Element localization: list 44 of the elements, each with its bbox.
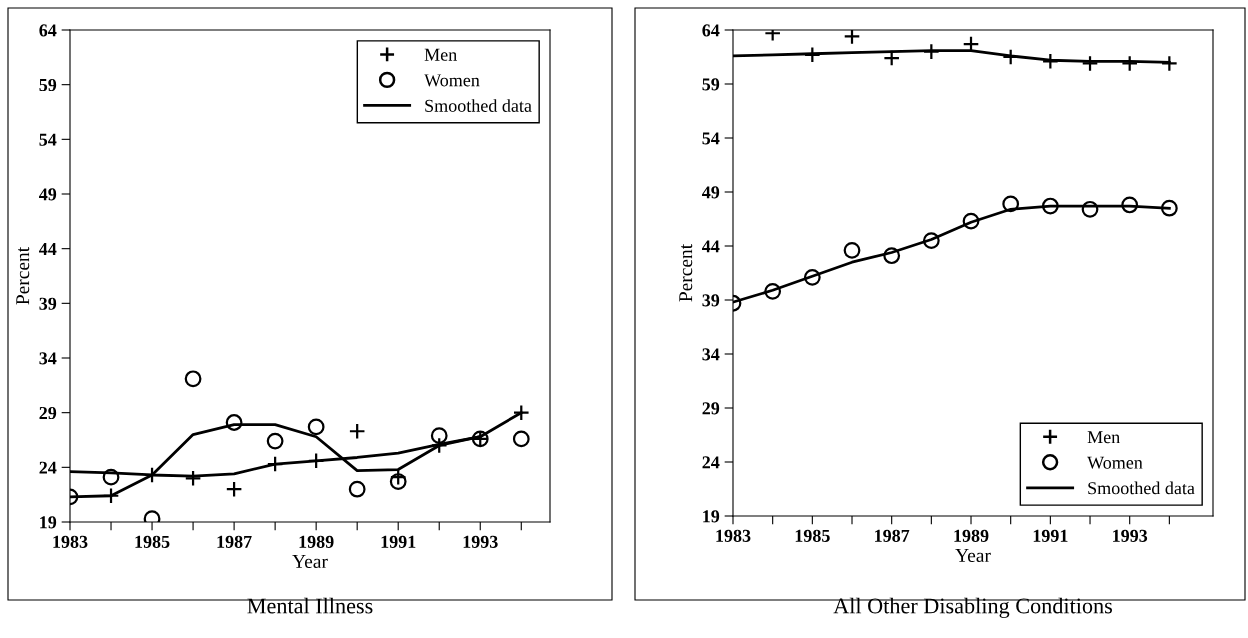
y-tick-label: 29 [39, 406, 57, 420]
x-tick-label: 1987 [875, 529, 910, 542]
y-tick-label: 29 [702, 402, 720, 415]
legend-label: Women [1087, 456, 1143, 469]
y-tick-label: 49 [702, 186, 720, 199]
legend-label: Smoothed data [1088, 481, 1195, 495]
x-tick-label: 1985 [795, 529, 830, 542]
x-tick-label: 1987 [217, 535, 252, 548]
legend-label: Smoothed data [425, 99, 532, 112]
y-tick-label: 19 [703, 510, 720, 523]
text: Mental Illness [247, 597, 373, 614]
y-tick-label: 24 [702, 456, 720, 469]
y-tick-label: 49 [39, 188, 57, 201]
y-tick-label: 54 [39, 133, 57, 146]
x-tick-label: 1983 [716, 529, 751, 542]
x-axis-title: Year [292, 555, 328, 569]
x-tick-label: 1989 [299, 535, 334, 548]
x-tick-label: 1983 [53, 535, 88, 548]
legend-label: Women [424, 74, 480, 87]
legend-label: Men [424, 48, 457, 61]
text: All Other Disabling Conditions [833, 597, 1113, 618]
y-axis-title: Percent [679, 243, 693, 302]
y-axis-title: Percent [16, 246, 30, 305]
y-tick-label: 59 [702, 78, 720, 91]
x-tick-label: 1991 [381, 535, 416, 548]
y-tick-label: 19 [40, 516, 57, 529]
x-axis-title: Year [955, 549, 991, 563]
y-tick-label: 44 [39, 243, 57, 255]
y-tick-label: 44 [702, 240, 720, 253]
legend-label: Men [1087, 431, 1120, 444]
y-tick-label: 34 [702, 348, 720, 361]
x-tick-label: 1991 [1033, 529, 1068, 542]
y-tick-label: 64 [702, 24, 720, 37]
y-tick-label: 39 [39, 297, 57, 310]
y-tick-label: 64 [39, 24, 57, 37]
x-tick-label: 1985 [135, 535, 170, 548]
x-tick-label: 1989 [954, 529, 989, 542]
y-tick-label: 54 [702, 132, 720, 145]
y-tick-label: 24 [39, 461, 57, 474]
x-tick-label: 1993 [1113, 529, 1148, 542]
y-tick-label: 59 [39, 78, 57, 92]
y-tick-label: 39 [702, 294, 720, 307]
y-tick-label: 34 [39, 352, 57, 365]
x-tick-label: 1993 [463, 535, 498, 548]
